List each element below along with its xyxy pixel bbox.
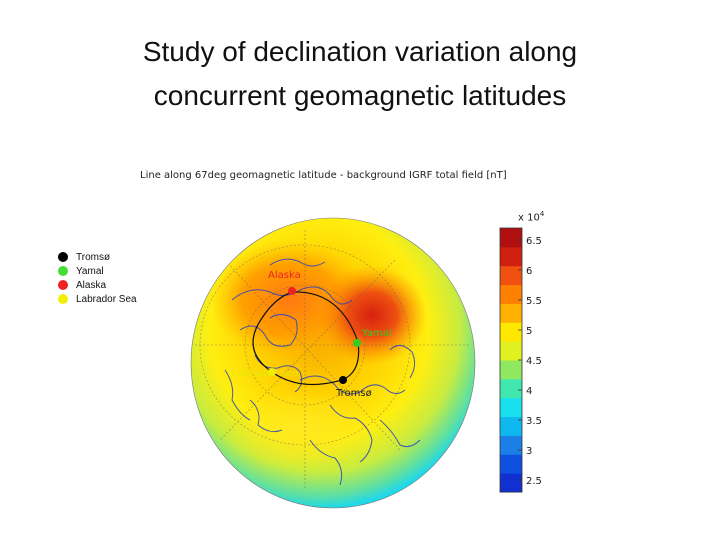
- legend-label-yamal: Yamal: [76, 265, 104, 277]
- legend-marker-alaska: [58, 280, 68, 290]
- colorbar-tick-label: 6: [526, 266, 532, 277]
- colorbar-segment: [500, 341, 522, 361]
- map-label-tromso: Tromsø: [335, 388, 372, 399]
- legend-label-alaska: Alaska: [76, 279, 107, 291]
- legend-item-tromso: Tromsø: [58, 250, 137, 264]
- slide-title-line-2: concurrent geomagnetic latitudes: [153, 80, 567, 111]
- map-label-labrador: Labrador Sea: [232, 368, 299, 379]
- map-label-alaska: Alaska: [268, 270, 301, 281]
- colorbar-segment: [500, 435, 522, 455]
- colorbar-multiplier-exponent: 4: [539, 210, 545, 218]
- slide-title-line-1: Study of declination variation along: [142, 36, 578, 67]
- marker-labrador: [268, 368, 276, 376]
- colorbar-segment: [500, 454, 522, 474]
- marker-alaska: [288, 287, 296, 295]
- legend-marker-labrador: [58, 294, 68, 304]
- colorbar-tick-label: 4.5: [526, 356, 542, 367]
- colorbar-segment: [500, 265, 522, 286]
- globe-field: [191, 218, 475, 508]
- colorbar-tick-label: 2.5: [526, 476, 542, 487]
- map-label-yamal: Yamal: [361, 328, 392, 339]
- colorbar-segment: [500, 397, 522, 418]
- graticule: [195, 230, 470, 490]
- colorbar-tick-label: 4: [526, 386, 532, 397]
- colorbar: 6.5 6 5.5 5 4.5 4 3.5 3 2.5: [499, 227, 542, 493]
- legend-item-labrador: Labrador Sea: [58, 292, 137, 306]
- colorbar-segment: [500, 303, 522, 323]
- colorbar-segment: [500, 360, 522, 380]
- plot-title: Line along 67deg geomagnetic latitude - …: [140, 170, 507, 181]
- legend-item-yamal: Yamal: [58, 264, 137, 278]
- marker-yamal: [353, 339, 361, 347]
- colorbar-tick-label: 3: [526, 446, 532, 457]
- geomagnetic-latitude-line: [252, 291, 360, 386]
- colorbar-multiplier: x 104: [518, 210, 544, 223]
- colorbar-segment: [500, 246, 522, 267]
- colorbar-tick-label: 6.5: [526, 236, 542, 247]
- colorbar-segment: [500, 473, 522, 493]
- marker-tromso: [339, 376, 347, 384]
- colorbar-segment: [500, 228, 522, 248]
- colorbar-segment: [500, 378, 522, 399]
- legend-label-labrador: Labrador Sea: [76, 293, 137, 305]
- legend-marker-tromso: [58, 252, 68, 262]
- colorbar-tick-label: 5.5: [526, 296, 542, 307]
- legend-item-alaska: Alaska: [58, 278, 137, 292]
- globe-outline: [190, 217, 476, 509]
- slide-title: Study of declination variation along con…: [0, 30, 720, 118]
- colorbar-segment: [500, 284, 522, 304]
- legend: Tromsø Yamal Alaska Labrador Sea: [58, 250, 137, 306]
- legend-marker-yamal: [58, 266, 68, 276]
- colorbar-multiplier-base: x 10: [518, 212, 540, 224]
- colorbar-segment: [500, 322, 522, 342]
- colorbar-tick-label: 3.5: [526, 416, 542, 427]
- colorbar-tick-label: 5: [526, 326, 532, 337]
- coastlines: [224, 258, 421, 486]
- legend-label-tromso: Tromsø: [76, 251, 111, 263]
- colorbar-segment: [500, 416, 522, 436]
